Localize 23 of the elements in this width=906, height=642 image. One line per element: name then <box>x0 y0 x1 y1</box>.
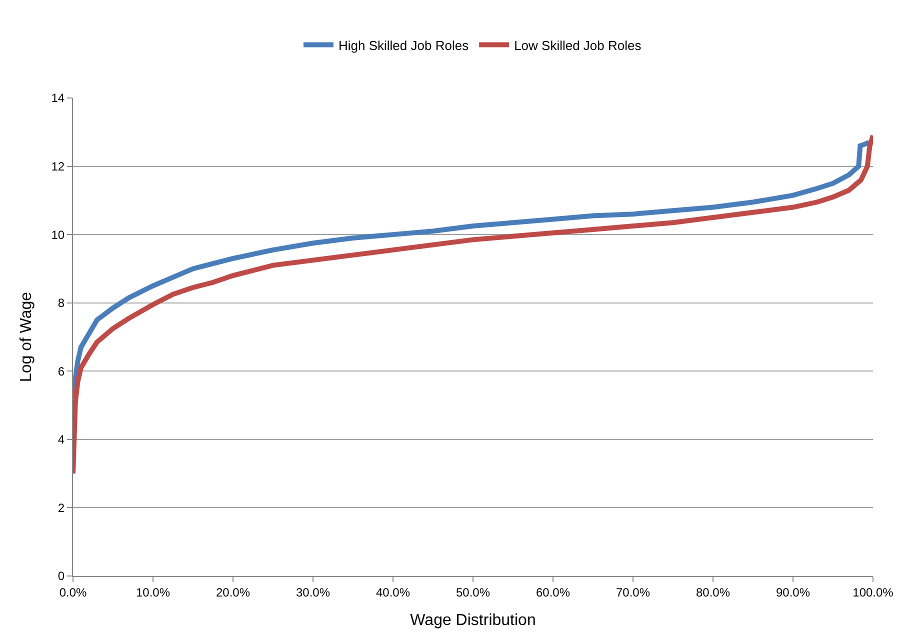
x-tick-label: 40.0% <box>376 585 410 600</box>
legend-label: Low Skilled Job Roles <box>514 38 642 53</box>
x-tick-label: 30.0% <box>296 585 330 600</box>
y-tick-label: 4 <box>58 432 65 447</box>
y-tick-label: 6 <box>58 364 65 378</box>
x-tick-label: 70.0% <box>616 585 650 600</box>
x-tick-label: 80.0% <box>696 585 730 600</box>
y-tick-label: 8 <box>58 296 65 310</box>
y-axis-title: Log of Wage <box>18 292 36 382</box>
y-tick-label: 12 <box>51 159 65 174</box>
x-tick-label: 20.0% <box>216 585 250 600</box>
x-tick-label: 60.0% <box>536 585 570 600</box>
legend-label: High Skilled Job Roles <box>338 38 470 53</box>
x-axis-title: Wage Distribution <box>410 612 536 630</box>
x-tick-label: 100.0% <box>852 585 894 600</box>
x-tick-label: 90.0% <box>776 585 810 600</box>
y-tick-label: 10 <box>51 228 65 242</box>
x-tick-label: 10.0% <box>136 585 170 600</box>
x-tick-label: 0.0% <box>59 585 87 600</box>
y-tick-label: 0 <box>58 569 65 584</box>
y-tick-label: 14 <box>51 91 65 106</box>
y-tick-label: 2 <box>58 500 65 515</box>
x-tick-label: 50.0% <box>456 585 490 600</box>
